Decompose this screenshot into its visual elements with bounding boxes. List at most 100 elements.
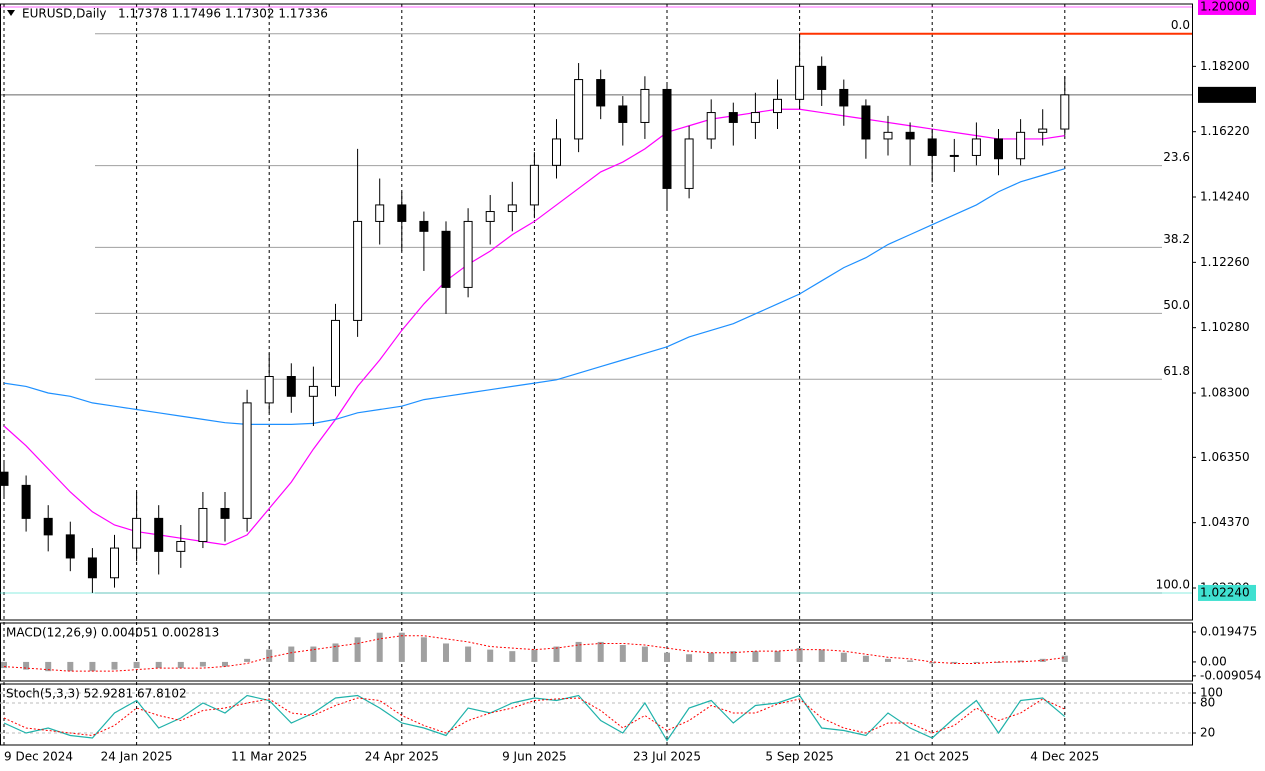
candle-body bbox=[463, 220, 473, 288]
fib-label: 100.0 bbox=[1156, 577, 1190, 591]
candle-body bbox=[21, 484, 31, 519]
panel-frame bbox=[0, 683, 1193, 746]
candle-body bbox=[308, 385, 318, 397]
y-tick-label: 1.10280 bbox=[1200, 320, 1250, 334]
macd-bar bbox=[266, 649, 273, 662]
macd-bar bbox=[575, 641, 582, 662]
candle-body bbox=[176, 540, 186, 552]
macd-bar bbox=[907, 660, 914, 662]
price-label: 1.02240 bbox=[1200, 585, 1250, 599]
macd-bar bbox=[155, 661, 162, 669]
macd-bar bbox=[973, 661, 980, 663]
y-tick-label: 1.08300 bbox=[1200, 386, 1250, 400]
candle-body bbox=[198, 507, 208, 542]
chart-subtitle: 1.17378 1.17496 1.17302 1.17336 bbox=[118, 7, 328, 21]
candle-body bbox=[883, 131, 893, 140]
macd-bar bbox=[354, 637, 361, 662]
candle-body bbox=[132, 517, 142, 549]
candle-body bbox=[994, 138, 1003, 160]
candle-body bbox=[154, 517, 164, 552]
candle-body bbox=[817, 65, 827, 90]
candle-body bbox=[441, 230, 451, 288]
candle-body bbox=[220, 507, 230, 519]
macd-bar bbox=[885, 658, 891, 662]
candle-body bbox=[795, 65, 805, 100]
macd-bar bbox=[553, 646, 560, 662]
y-tick-label: 80 bbox=[1200, 696, 1215, 710]
y-tick-label: -0.009054 bbox=[1200, 668, 1262, 682]
x-tick-label: 24 Apr 2025 bbox=[365, 750, 439, 764]
macd-bar bbox=[1017, 660, 1024, 662]
candle-body bbox=[706, 112, 716, 140]
macd-bar bbox=[796, 648, 803, 662]
candle-body bbox=[596, 79, 606, 107]
y-tick-label: 1.12260 bbox=[1200, 255, 1250, 269]
x-tick-label: 9 Jun 2025 bbox=[502, 750, 567, 764]
panel-title: Stoch(5,3,3) 52.9281 67.8102 bbox=[6, 687, 187, 701]
candle-body bbox=[861, 105, 871, 140]
candle-body bbox=[684, 138, 694, 189]
macd-bar bbox=[332, 643, 339, 662]
macd-bar bbox=[222, 661, 228, 667]
candle-body bbox=[375, 204, 385, 222]
macd-bar bbox=[23, 661, 30, 670]
macd-bar bbox=[951, 661, 958, 664]
candle-body bbox=[507, 204, 517, 213]
fib-label: 23.6 bbox=[1163, 150, 1190, 164]
candle-body bbox=[905, 131, 915, 140]
price-label-box bbox=[1198, 584, 1256, 601]
macd-bar bbox=[111, 661, 118, 670]
macd-bar bbox=[840, 652, 847, 662]
price-label-box bbox=[1198, 86, 1256, 103]
panel-frame bbox=[0, 3, 1193, 621]
y-tick-label: 100 bbox=[1200, 686, 1223, 700]
fib-label: 0.0 bbox=[1171, 18, 1190, 32]
macd-bar bbox=[664, 652, 670, 662]
candle-body bbox=[949, 154, 959, 157]
panel-title: MACD(12,26,9) 0.004051 0.002813 bbox=[6, 626, 219, 640]
x-tick-label: 24 Jan 2025 bbox=[101, 750, 173, 764]
candle-body bbox=[640, 88, 650, 123]
macd-bar bbox=[89, 661, 96, 672]
macd-bar bbox=[730, 651, 737, 662]
candle-body bbox=[750, 112, 760, 123]
macd-bar bbox=[199, 661, 206, 667]
macd-bar bbox=[641, 646, 648, 662]
candle-body bbox=[773, 98, 782, 114]
candle-body bbox=[242, 402, 252, 519]
macd-bar bbox=[420, 637, 427, 662]
macd-bar bbox=[752, 651, 759, 662]
macd-bar bbox=[708, 652, 715, 662]
x-tick-label: 23 Jul 2025 bbox=[633, 750, 701, 764]
y-tick-label: 1.06350 bbox=[1200, 450, 1250, 464]
y-tick-label: 0.00 bbox=[1200, 654, 1227, 668]
fib-label: 38.2 bbox=[1163, 232, 1190, 246]
macd-bar bbox=[67, 661, 74, 672]
candle-body bbox=[485, 211, 495, 222]
candle-body bbox=[65, 534, 75, 559]
stoch-main bbox=[3, 694, 1066, 742]
macd-bar bbox=[465, 646, 472, 662]
y-tick-label: 20 bbox=[1200, 726, 1215, 740]
candle-body bbox=[1060, 94, 1070, 130]
macd-bar bbox=[310, 646, 317, 662]
x-tick-label: 5 Sep 2025 bbox=[765, 750, 833, 764]
price-label: 1.20000 bbox=[1200, 0, 1250, 13]
macd-bar bbox=[862, 655, 869, 662]
panel-frame bbox=[0, 622, 1193, 682]
menu-arrow bbox=[7, 10, 15, 16]
macd-bar bbox=[1, 661, 7, 669]
candle-body bbox=[839, 88, 849, 107]
macd-bar bbox=[686, 654, 693, 662]
stoch-signal bbox=[3, 697, 1066, 737]
y-tick-label: 0.019475 bbox=[1200, 624, 1257, 638]
candle-body bbox=[529, 164, 539, 206]
candle-body bbox=[43, 517, 53, 536]
price-label: 1.17336 bbox=[1200, 87, 1250, 101]
y-tick-label: 1.04370 bbox=[1200, 515, 1250, 529]
moving-average bbox=[3, 168, 1065, 425]
macd-bar bbox=[288, 646, 295, 662]
macd-bar bbox=[177, 661, 184, 669]
x-tick-label: 4 Dec 2025 bbox=[1030, 750, 1099, 764]
macd-bar bbox=[619, 645, 626, 662]
